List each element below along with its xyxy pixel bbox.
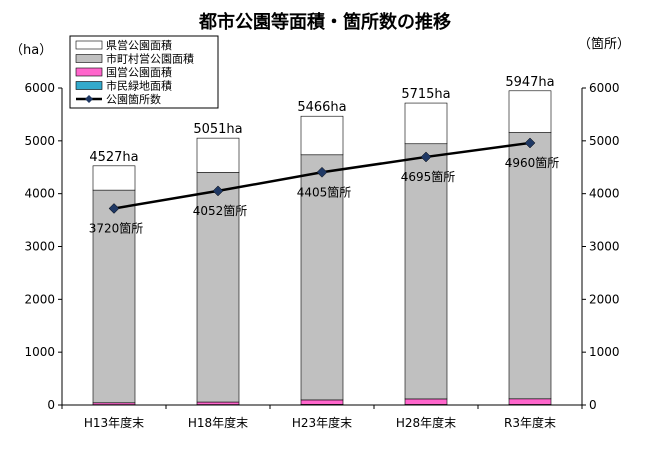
left-tick-label: 6000 — [24, 81, 55, 95]
count-label: 3720箇所 — [89, 221, 144, 235]
bar-total-label: 5051ha — [193, 122, 242, 137]
count-label: 4695箇所 — [401, 170, 456, 184]
legend-swatch — [75, 40, 103, 50]
legend-label: 市民緑地面積 — [106, 79, 172, 93]
left-tick-label: 0 — [47, 398, 55, 412]
right-tick-label: 0 — [589, 398, 597, 412]
left-tick-label: 5000 — [24, 134, 55, 148]
bar-segment — [300, 154, 344, 401]
bar-segment — [196, 401, 240, 405]
bar-segment — [300, 399, 344, 405]
count-point — [316, 166, 328, 178]
bar-segment — [508, 132, 552, 400]
legend-label: 市町村営公園面積 — [106, 52, 194, 66]
left-tick-label: 3000 — [24, 240, 55, 254]
category-label: H18年度末 — [188, 415, 248, 430]
right-tick-label: 2000 — [589, 292, 620, 306]
right-tick-label: 5000 — [589, 134, 620, 148]
legend-marker — [85, 95, 93, 103]
right-tick-label: 6000 — [589, 81, 620, 95]
count-point — [420, 151, 432, 163]
legend-label: 県営公園面積 — [106, 38, 172, 52]
bar-segment — [508, 398, 552, 405]
bar-segment — [92, 189, 136, 404]
legend-swatch — [75, 67, 103, 77]
bar-segment — [300, 115, 344, 156]
bar-segment — [404, 398, 448, 405]
bar-total-label: 5947ha — [505, 75, 554, 90]
legend-label: 公園箇所数 — [106, 92, 161, 106]
left-tick-label: 4000 — [24, 187, 55, 201]
plot-area: 0 0 1000 1000 2000 2000 3000 3000 4000 4000 5000 50… — [24, 75, 619, 430]
right-tick-label: 3000 — [589, 240, 620, 254]
bar-segment — [508, 90, 552, 133]
right-axis-unit: （箇所） — [578, 36, 630, 52]
chart-title: 都市公園等面積・箇所数の推移 — [198, 11, 451, 33]
bar-segment — [404, 102, 448, 145]
count-point — [524, 137, 536, 149]
left-tick-label: 2000 — [24, 292, 55, 306]
right-tick-label: 4000 — [589, 187, 620, 201]
count-point — [212, 185, 224, 197]
bar-segment — [92, 165, 136, 191]
left-axis-unit: （ha） — [10, 43, 52, 58]
bar-total-label: 5466ha — [297, 100, 346, 115]
bar-total-label: 5715ha — [401, 87, 450, 102]
count-point — [108, 203, 120, 214]
count-label: 4405箇所 — [297, 185, 352, 199]
right-tick-label: 1000 — [589, 345, 620, 359]
category-label: H28年度末 — [396, 415, 456, 430]
category-label: H23年度末 — [292, 415, 352, 430]
bar-segment — [404, 143, 448, 400]
legend-label: 国営公園面積 — [106, 65, 172, 79]
category-label: R3年度末 — [504, 415, 556, 430]
left-tick-label: 1000 — [24, 345, 55, 359]
count-label: 4960箇所 — [505, 156, 560, 170]
bar-segment — [196, 137, 240, 173]
legend-swatch — [75, 54, 103, 63]
bar-total-label: 4527ha — [89, 150, 138, 165]
legend-swatch — [75, 81, 103, 90]
category-label: H13年度末 — [84, 415, 144, 430]
bar-segment — [196, 172, 240, 403]
count-label: 4052箇所 — [193, 204, 248, 218]
